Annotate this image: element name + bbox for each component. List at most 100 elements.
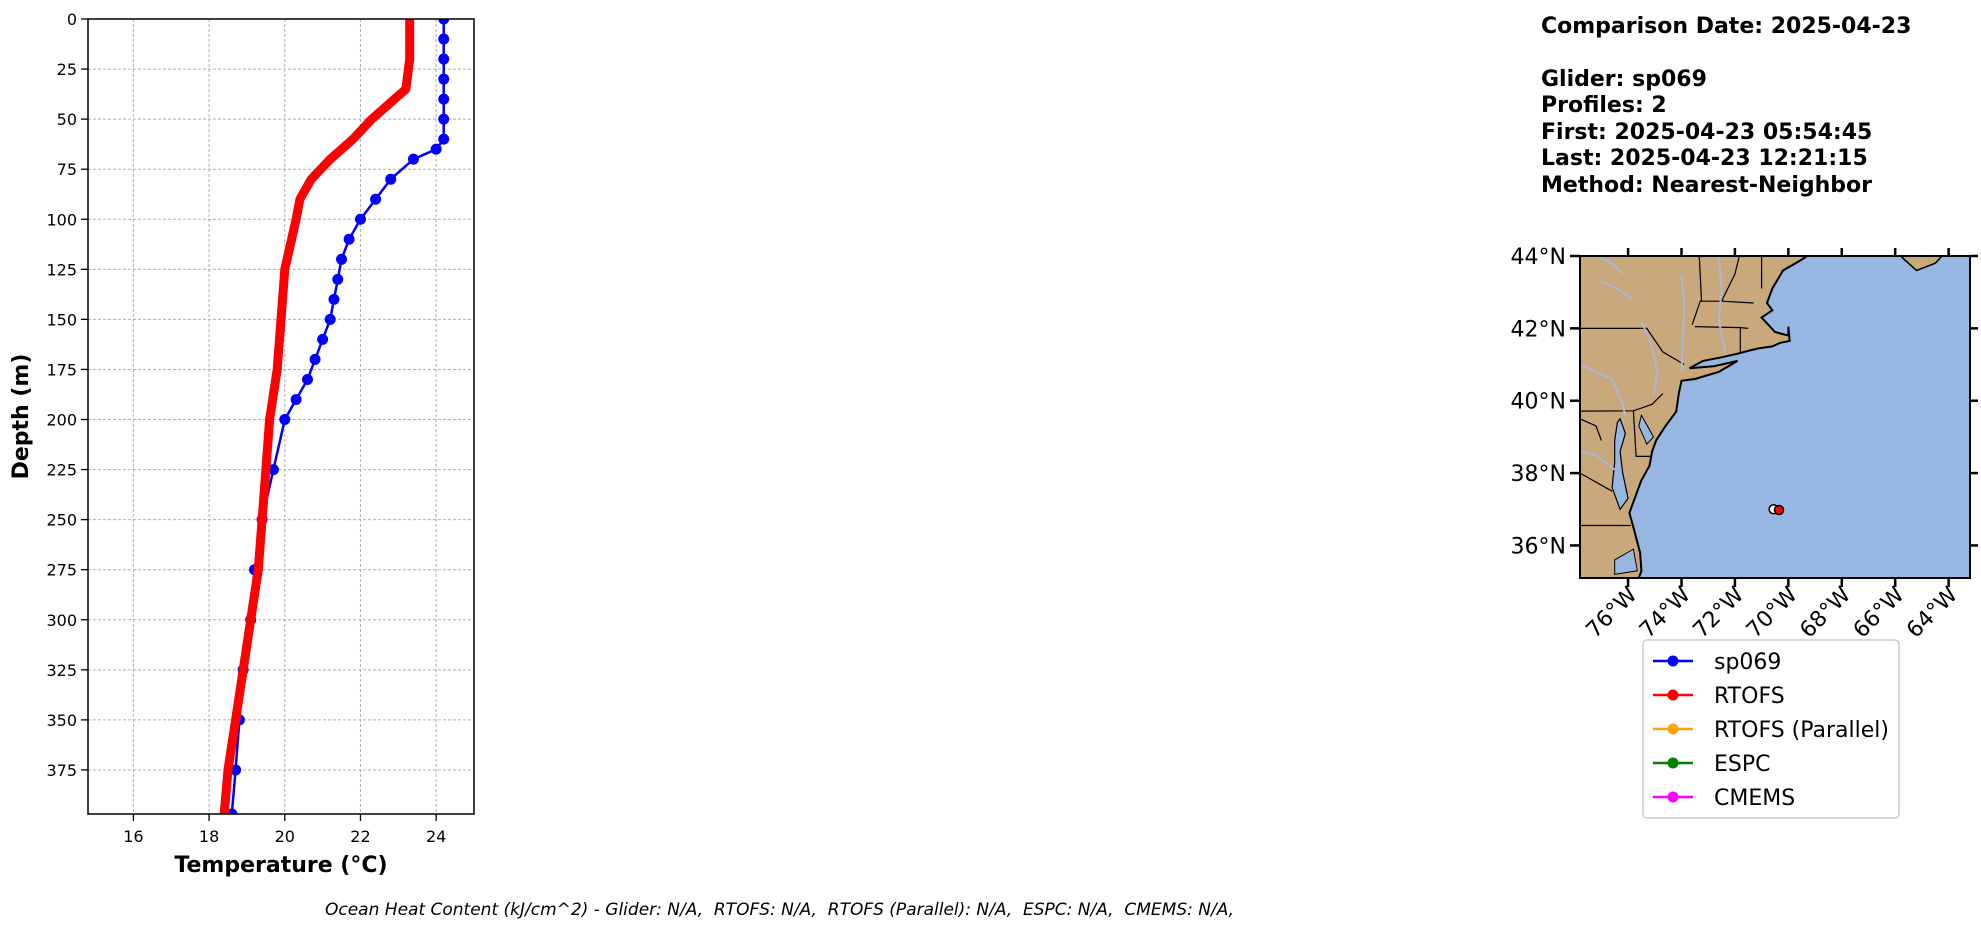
data-point	[277, 315, 285, 324]
y-tick-label: 225	[46, 461, 77, 480]
legend-label: CMEMS	[1714, 786, 1795, 811]
legend-swatch-marker	[1667, 723, 1679, 735]
data-point	[348, 135, 357, 144]
map-features	[1580, 220, 1943, 578]
lon-tick-label: 72°W	[1689, 582, 1750, 643]
lat-tick-label: 40°N	[1511, 390, 1566, 415]
river	[1600, 280, 1634, 301]
y-tick-label: 150	[46, 310, 77, 329]
axes-frame	[87, 18, 475, 815]
data-point	[265, 415, 274, 424]
data-point	[309, 353, 321, 365]
data-point	[438, 93, 450, 105]
chesapeake-bay	[1611, 417, 1629, 511]
y-tick-label: 0	[67, 10, 77, 29]
data-point	[224, 765, 233, 774]
data-point	[354, 213, 366, 225]
data-point	[332, 273, 344, 285]
data-point	[261, 465, 270, 474]
map-frame	[1579, 255, 1971, 579]
state-border	[1721, 256, 1740, 302]
data-point	[231, 715, 240, 724]
data-point	[273, 365, 282, 374]
data-point	[267, 464, 279, 476]
data-point	[220, 810, 229, 814]
data-point	[390, 95, 399, 104]
river	[1580, 450, 1616, 471]
y-tick-label: 300	[46, 611, 77, 630]
glider-name: Glider: sp069	[1541, 66, 1707, 92]
legend-label: RTOFS	[1714, 684, 1785, 709]
lon-tick-label: 66°W	[1849, 582, 1910, 643]
first-time: First: 2025-04-23 05:54:45	[1541, 119, 1873, 145]
land	[1580, 256, 1809, 578]
data-point	[295, 195, 304, 204]
y-tick-label: 250	[46, 511, 77, 530]
x-tick-label: 22	[350, 827, 370, 846]
data-point	[307, 175, 316, 184]
data-point	[254, 565, 263, 574]
river	[1580, 363, 1627, 418]
legend-swatch-marker	[1667, 791, 1679, 803]
data-point	[258, 515, 267, 524]
data-point	[301, 373, 313, 385]
state-border	[1580, 418, 1602, 441]
data-point	[430, 143, 442, 155]
y-tick-label: 325	[46, 661, 77, 680]
data-point	[280, 265, 289, 274]
x-tick-label: 24	[426, 827, 446, 846]
data-point	[326, 155, 335, 164]
state-border	[1691, 300, 1754, 325]
river	[1595, 256, 1624, 275]
data-point	[336, 253, 348, 265]
state-border	[1580, 472, 1613, 492]
x-tick-label: 20	[275, 827, 295, 846]
data-point	[246, 615, 255, 624]
river	[1640, 320, 1659, 396]
delaware-bay	[1638, 413, 1655, 445]
y-tick-label: 175	[46, 360, 77, 379]
y-tick-label: 350	[46, 711, 77, 730]
lon-tick-label: 76°W	[1582, 582, 1643, 643]
state-border	[1632, 410, 1653, 457]
x-tick-label: 18	[199, 827, 219, 846]
comparison-date: Comparison Date: 2025-04-23	[1541, 14, 1912, 39]
lat-tick-label: 36°N	[1511, 534, 1566, 559]
data-point	[438, 133, 450, 145]
y-tick-label: 375	[46, 761, 77, 780]
y-tick-label: 125	[46, 260, 77, 279]
legend-box	[1642, 639, 1900, 819]
series-group	[219, 19, 450, 814]
land-nova-scotia	[1899, 256, 1943, 272]
lat-tick-label: 38°N	[1511, 462, 1566, 487]
data-point	[292, 215, 301, 224]
legend-swatch-marker	[1667, 689, 1679, 701]
y-axis-label: Depth (m)	[9, 354, 34, 480]
x-tick-label: 16	[123, 827, 143, 846]
data-point	[438, 33, 450, 45]
legend-swatch-marker	[1667, 757, 1679, 769]
data-point	[324, 313, 336, 325]
state-border	[1647, 220, 1698, 249]
data-point	[405, 55, 414, 64]
lat-tick-label: 44°N	[1511, 245, 1566, 270]
data-point	[438, 19, 450, 25]
pamlico-sound	[1614, 548, 1638, 575]
state-border	[1580, 327, 1685, 366]
data-point	[438, 113, 450, 125]
legend-label: sp069	[1714, 650, 1781, 675]
last-time: Last: 2025-04-23 12:21:15	[1541, 146, 1868, 171]
data-point	[405, 19, 414, 23]
glider-location-map: 36°N 38°N 40°N 42°N 44°N 76°W74°W72°W70°W68°W…	[1511, 220, 1978, 643]
data-point	[328, 293, 340, 305]
series-line-rtofs	[219, 19, 415, 814]
river	[1680, 274, 1686, 372]
y-tick-label: 100	[46, 210, 77, 229]
x-axis-label: Temperature (°C)	[174, 853, 387, 878]
data-point	[401, 85, 410, 94]
legend-label: ESPC	[1714, 752, 1771, 777]
data-point	[367, 115, 376, 124]
model-location-marker	[1773, 504, 1785, 516]
y-tick-label: 25	[57, 60, 77, 79]
